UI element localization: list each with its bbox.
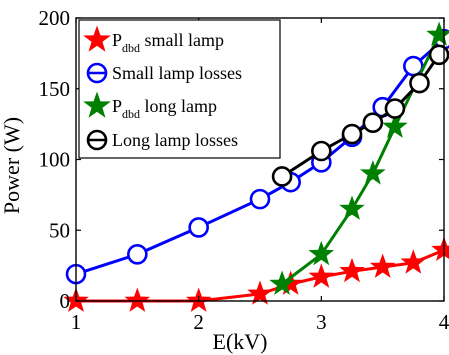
legend: Pdbd small lamp Small lamp losses Pdbd lon… — [78, 19, 281, 159]
series-1-point — [249, 188, 271, 210]
series-1-point — [188, 217, 209, 238]
y-tick-label: 100 — [39, 148, 71, 172]
x-tick-label: 2 — [193, 310, 204, 334]
series-3-point — [409, 72, 430, 94]
series-0-point — [308, 263, 335, 288]
legend-label-3: Long lamp losses — [112, 130, 238, 150]
series-0-point — [247, 280, 273, 305]
series-2-point — [339, 195, 365, 220]
series-3-point — [362, 112, 384, 134]
legend-marker-2 — [83, 91, 111, 118]
legend-label-1: Small lamp losses — [112, 63, 242, 83]
series-2-point — [308, 240, 335, 266]
legend-item-1: Small lamp losses — [86, 62, 242, 84]
y-axis-title: Power (W) — [0, 117, 24, 214]
series-2-point — [359, 160, 386, 185]
x-tick-label: 4 — [439, 310, 449, 334]
x-axis-title: E(kV) — [213, 329, 268, 354]
legend-item-2: Pdbd long lamp — [83, 91, 217, 121]
y-tick-label: 150 — [39, 77, 71, 101]
legend-label-0: Pdbd small lamp — [112, 30, 224, 55]
legend-item-3: Long lamp losses — [86, 129, 238, 151]
series-3-point — [428, 44, 449, 66]
legend-marker-0 — [83, 25, 111, 52]
y-tick-label: 0 — [60, 289, 71, 313]
y-tick-label: 50 — [49, 218, 70, 242]
series-1-point — [127, 244, 148, 265]
x-tick-label: 1 — [71, 310, 82, 334]
series-1-line — [75, 38, 445, 276]
series-3-point — [271, 166, 293, 187]
series-0-point — [400, 249, 427, 274]
legend-item-0: Pdbd small lamp — [83, 25, 224, 55]
series-2-point — [382, 113, 408, 138]
x-tick-label: 3 — [316, 310, 327, 334]
series-0-point — [124, 287, 151, 312]
legend-box — [78, 19, 281, 159]
axes: 1 2 3 4 0 50 100 150 200 E(kV) Power (W) — [0, 6, 449, 354]
series-3-point — [311, 140, 332, 162]
series-3-point — [341, 123, 363, 145]
series-0-point — [431, 236, 449, 261]
series-0-point — [369, 253, 396, 278]
series-0-point — [339, 257, 365, 283]
y-tick-label: 200 — [39, 6, 71, 30]
series-2-point — [269, 270, 295, 295]
legend-label-2: Pdbd long lamp — [112, 96, 217, 121]
series-0 — [63, 236, 449, 312]
series-3-point — [384, 98, 406, 119]
